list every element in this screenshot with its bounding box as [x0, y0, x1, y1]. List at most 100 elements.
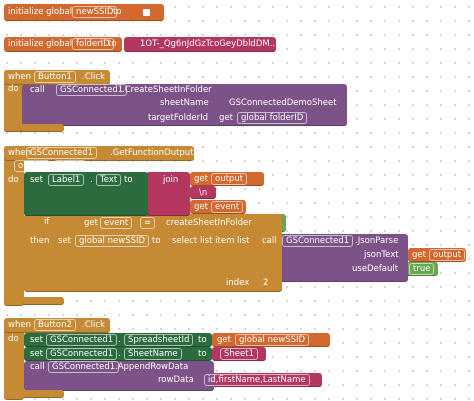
dropdown-label[interactable]: Sheet1 — [220, 348, 258, 360]
dropdown-label[interactable]: GSConnected1 — [46, 334, 118, 346]
block-shape[interactable] — [212, 347, 266, 361]
dropdown-label[interactable]: global folderID — [237, 112, 308, 124]
dropdown-label[interactable]: global newSSID — [75, 235, 150, 247]
dropdown-label[interactable]: output — [429, 249, 466, 261]
block-label: .GetFunctionOutput — [110, 148, 194, 158]
block-shape[interactable] — [4, 124, 64, 132]
block-shape[interactable] — [4, 70, 110, 85]
block-label: when — [8, 320, 31, 330]
block-label: get — [412, 250, 426, 260]
block-label: to — [152, 236, 161, 246]
dropdown-label[interactable]: folderID — [72, 38, 114, 50]
block-label: 1OT-_Qg6nJdGzTcoGeyDbldDM... — [140, 39, 278, 49]
block-label: set — [30, 175, 43, 185]
block-label: .Click — [82, 320, 105, 330]
block-label: initialize global — [8, 39, 73, 49]
block-shape[interactable] — [4, 146, 194, 161]
block-label: do — [8, 175, 19, 185]
block-shape[interactable] — [4, 297, 64, 305]
block-label: when — [8, 148, 31, 158]
block-label: .Click — [82, 72, 105, 82]
block-shape[interactable] — [4, 146, 24, 306]
block-label: get — [217, 335, 231, 345]
block-label: when — [8, 72, 31, 82]
block-label: call — [262, 236, 277, 246]
block-label: select list item — [172, 236, 235, 246]
empty-text-marker — [143, 9, 150, 16]
block-shape[interactable] — [4, 318, 110, 333]
block-label: get — [219, 113, 233, 123]
block-shape[interactable] — [190, 200, 246, 214]
block-label: join — [163, 175, 179, 185]
block-label: .AppendRowData — [115, 362, 189, 372]
dropdown-label[interactable]: output — [211, 173, 248, 185]
block-label: list — [237, 236, 250, 246]
block-label: do — [8, 84, 19, 94]
block-label: 2 — [263, 278, 269, 288]
block-label: to — [124, 175, 133, 185]
block-label: to — [198, 349, 207, 359]
block-label: . — [90, 175, 93, 185]
block-shape[interactable] — [24, 347, 212, 361]
block-shape[interactable] — [22, 84, 347, 126]
block-label: set — [30, 335, 43, 345]
dropdown-label[interactable]: Button1 — [34, 71, 76, 83]
dropdown-label[interactable]: GSConnected1 — [48, 361, 120, 373]
dropdown-label[interactable]: global newSSID — [235, 334, 310, 346]
block-label: to — [113, 7, 122, 17]
block-label: set — [58, 236, 71, 246]
block-shape[interactable] — [24, 172, 148, 216]
block-shape[interactable] — [212, 333, 330, 347]
dropdown-label[interactable]: event — [211, 201, 244, 213]
block-shape[interactable] — [4, 4, 164, 21]
block-shape[interactable] — [404, 262, 438, 276]
dropdown-label[interactable]: event — [100, 217, 133, 229]
block-label: GSConnectedDemoSheet — [229, 98, 337, 108]
dropdown-label[interactable]: = — [140, 217, 156, 229]
dropdown-label[interactable]: GSConnected1 — [56, 84, 128, 96]
block-label: \n — [199, 188, 208, 198]
block-label: .JsonParse — [355, 236, 399, 246]
dropdown-label[interactable]: SheetName — [124, 348, 182, 360]
dropdown-label[interactable]: GSConnected1 — [46, 348, 118, 360]
block-label: . — [118, 335, 121, 345]
block-label: get — [84, 218, 98, 228]
block-label: call — [30, 85, 45, 95]
dropdown-label[interactable]: true — [409, 263, 435, 275]
block-shape[interactable] — [124, 37, 276, 52]
block-shape[interactable] — [4, 318, 24, 400]
dropdown-label[interactable]: Label1 — [48, 174, 85, 186]
block-label: useDefault — [352, 264, 399, 274]
block-label: if — [44, 217, 50, 227]
dropdown-label[interactable]: event — [54, 160, 87, 172]
dropdown-label[interactable]: newSSID — [72, 6, 118, 18]
block-shape[interactable] — [198, 373, 322, 387]
block-label: get — [194, 174, 208, 184]
block-shape[interactable] — [4, 37, 122, 52]
block-label: do — [8, 334, 19, 344]
block-label: createSheetInFolder — [166, 218, 252, 228]
block-shape[interactable] — [24, 333, 212, 347]
dropdown-label[interactable]: GSConnected1 — [282, 235, 354, 247]
block-label: .CreateSheetInFolder — [122, 85, 212, 95]
block-label: jsonText — [364, 250, 399, 260]
block-label: then — [30, 236, 50, 246]
dropdown-label[interactable]: Text — [96, 174, 122, 186]
dropdown-label[interactable]: Button2 — [34, 319, 76, 331]
block-label: to — [198, 335, 207, 345]
block-shape[interactable] — [146, 172, 190, 216]
block-label: call — [30, 362, 45, 372]
dropdown-label[interactable]: output — [14, 160, 51, 172]
block-shape[interactable] — [408, 248, 466, 262]
dropdown-label[interactable]: GSConnected1 — [26, 147, 98, 159]
block-label: rowData — [158, 375, 194, 385]
dropdown-label[interactable]: id,firstName,LastName — [204, 374, 310, 386]
block-label: index — [226, 278, 250, 288]
block-shape[interactable] — [190, 186, 216, 199]
dropdown-label[interactable]: SpreadsheetId — [124, 334, 194, 346]
block-label: sheetName — [160, 98, 209, 108]
block-label: . — [118, 349, 121, 359]
block-shape[interactable] — [4, 390, 64, 398]
block-shape[interactable] — [4, 70, 22, 132]
